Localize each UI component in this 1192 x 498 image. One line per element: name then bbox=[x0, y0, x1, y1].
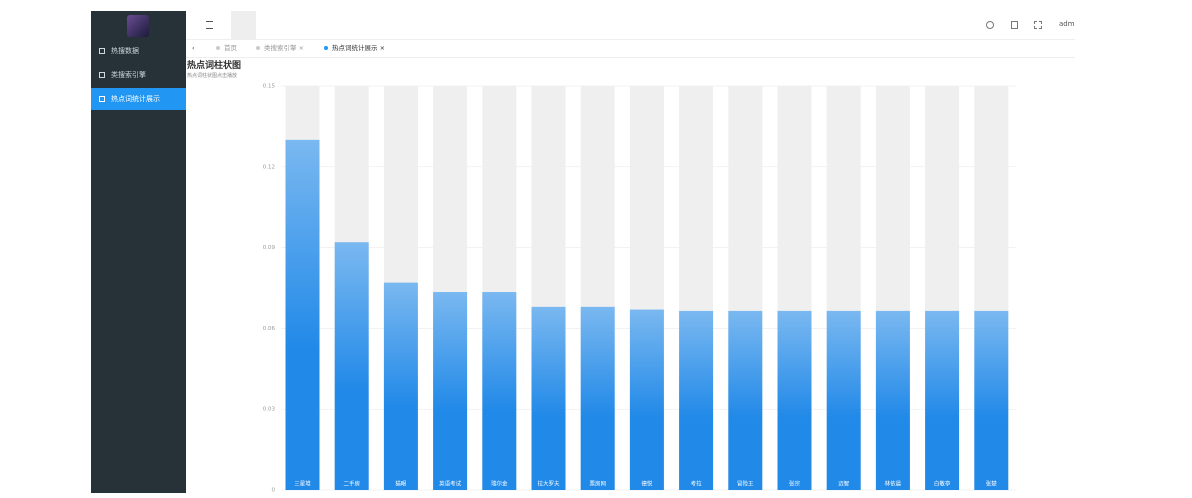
tab[interactable]: 首页 bbox=[216, 39, 237, 57]
x-tick-label: 白敬亭 bbox=[934, 480, 951, 488]
bar bbox=[777, 310, 812, 490]
tab-back[interactable]: ‹ bbox=[192, 44, 195, 52]
bar bbox=[580, 306, 615, 490]
y-tick-label: 0.12 bbox=[263, 164, 275, 170]
y-tick-label: 0.03 bbox=[263, 407, 276, 413]
delete-icon[interactable] bbox=[1011, 21, 1018, 29]
username[interactable]: admi bbox=[1059, 20, 1075, 28]
y-tick-label: 0.06 bbox=[263, 326, 276, 332]
tab-label: 首页 bbox=[224, 44, 237, 52]
bar bbox=[334, 242, 369, 490]
sidebar: 热搜数据 类搜索引擎 热点词统计展示 bbox=[91, 11, 186, 493]
bar bbox=[383, 282, 418, 490]
bar bbox=[482, 292, 517, 490]
tab-label: 热点词统计展示 bbox=[332, 44, 378, 52]
bar bbox=[826, 310, 861, 490]
menu-label: 热搜数据 bbox=[111, 47, 139, 55]
x-tick-label: 二手房 bbox=[343, 480, 360, 488]
bar bbox=[433, 292, 468, 490]
tabs: ‹ 首页 类搜索引擎 × 热点词统计展示 × bbox=[186, 39, 1075, 58]
bar bbox=[679, 310, 714, 490]
bar bbox=[875, 310, 910, 490]
menu-toggle[interactable] bbox=[206, 21, 213, 29]
menu-item[interactable]: 类搜索引擎 bbox=[91, 64, 186, 86]
refresh-icon[interactable] bbox=[986, 21, 994, 29]
y-tick-label: 0 bbox=[272, 488, 276, 494]
x-tick-label: 三星堆 bbox=[294, 480, 311, 488]
x-tick-label: 冒险王 bbox=[737, 480, 754, 488]
x-tick-label: 拉大罗夫 bbox=[537, 480, 560, 488]
y-tick-label: 0.15 bbox=[263, 84, 276, 90]
x-tick-label: 德悦 bbox=[641, 480, 653, 488]
menu-label: 热点词统计展示 bbox=[111, 95, 160, 103]
avatar bbox=[127, 15, 149, 37]
chart: 0 0.03 0.06 0.09 0.12 0.15 三星堆 二手房 猫眼 英语考试 瑞尔金 拉大罗夫… bbox=[263, 84, 1016, 494]
bar bbox=[728, 310, 763, 490]
x-tick-label: 瑞尔金 bbox=[491, 480, 508, 488]
bar bbox=[974, 310, 1009, 490]
bar bbox=[531, 306, 566, 490]
x-tick-label: 张宗 bbox=[789, 480, 801, 488]
menu-item[interactable]: 热点词统计展示 bbox=[91, 88, 186, 110]
bar bbox=[285, 139, 320, 490]
menu-label: 类搜索引擎 bbox=[111, 71, 146, 79]
tab-label: 类搜索引擎 bbox=[264, 44, 297, 52]
menu-item[interactable]: 热搜数据 bbox=[91, 40, 186, 62]
tab[interactable]: 热点词统计展示 × bbox=[324, 39, 385, 57]
chart-subtitle: 热点词柱状图点击播放 bbox=[187, 73, 238, 79]
y-tick-label: 0.09 bbox=[263, 245, 276, 251]
button[interactable] bbox=[231, 11, 256, 39]
x-tick-label: 考拉 bbox=[691, 480, 703, 488]
x-tick-label: 英语考试 bbox=[439, 480, 462, 488]
x-tick-label: 张楚 bbox=[986, 480, 998, 488]
fullscreen-icon[interactable] bbox=[1034, 21, 1042, 29]
x-tick-label: 林依晨 bbox=[885, 480, 902, 488]
x-tick-label: 猫眼 bbox=[395, 480, 407, 488]
bar bbox=[925, 310, 960, 490]
tab[interactable]: 类搜索引擎 × bbox=[256, 39, 304, 57]
topbar: admi bbox=[186, 11, 1075, 40]
chart-title: 热点词柱状图 bbox=[187, 61, 242, 71]
x-tick-label: 迈智 bbox=[838, 480, 849, 488]
bar bbox=[629, 309, 664, 490]
x-tick-label: 票房网 bbox=[589, 480, 606, 488]
